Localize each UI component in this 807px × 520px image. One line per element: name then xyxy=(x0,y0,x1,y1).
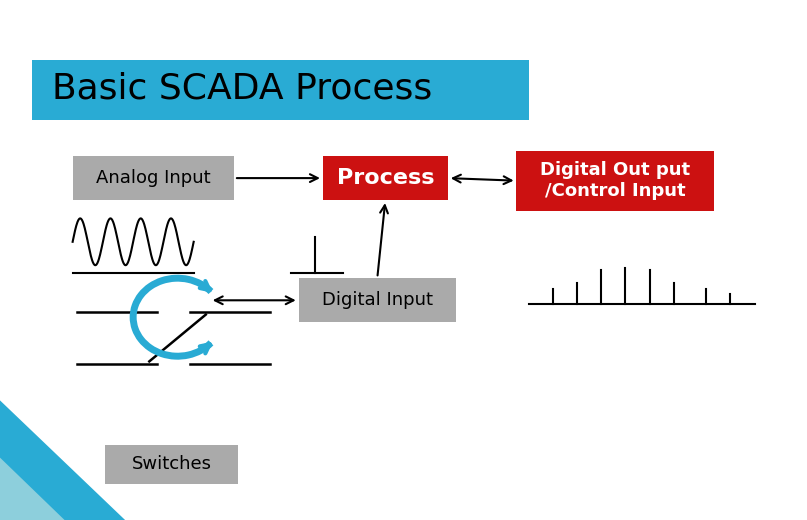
Text: Digital Out put
/Control Input: Digital Out put /Control Input xyxy=(540,161,691,200)
FancyBboxPatch shape xyxy=(516,151,714,211)
Polygon shape xyxy=(0,458,65,520)
FancyBboxPatch shape xyxy=(32,60,529,120)
Polygon shape xyxy=(0,400,125,520)
Text: Switches: Switches xyxy=(132,455,211,473)
FancyBboxPatch shape xyxy=(323,156,448,200)
FancyBboxPatch shape xyxy=(73,156,234,200)
FancyBboxPatch shape xyxy=(299,278,456,322)
FancyBboxPatch shape xyxy=(105,445,238,484)
Text: Analog Input: Analog Input xyxy=(96,169,211,187)
Text: Digital Input: Digital Input xyxy=(322,291,433,309)
Text: Process: Process xyxy=(337,168,434,188)
Text: Basic SCADA Process: Basic SCADA Process xyxy=(52,72,433,106)
